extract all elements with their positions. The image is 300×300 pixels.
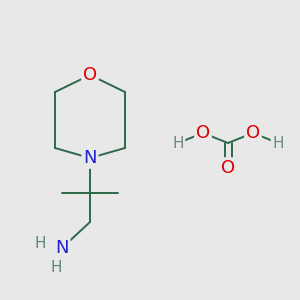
Text: H: H [172, 136, 184, 151]
Text: H: H [34, 236, 46, 251]
Text: H: H [272, 136, 284, 151]
Text: N: N [83, 149, 97, 167]
Text: O: O [196, 124, 210, 142]
Text: O: O [246, 124, 260, 142]
Text: O: O [83, 66, 97, 84]
Text: H: H [50, 260, 62, 275]
Text: O: O [221, 159, 235, 177]
Text: N: N [55, 239, 69, 257]
